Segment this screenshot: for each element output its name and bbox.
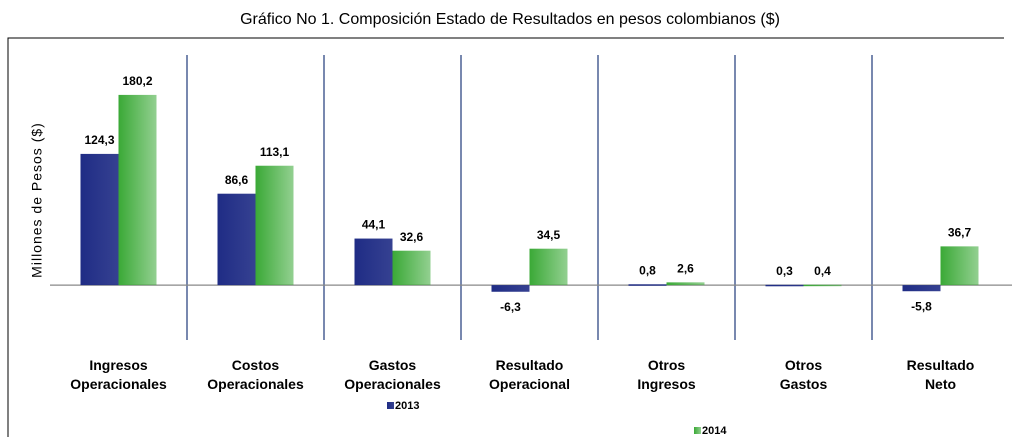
bar <box>765 284 804 287</box>
value-label: 32,6 <box>400 230 424 244</box>
bar <box>392 250 431 286</box>
legend-label: 2014 <box>702 425 727 437</box>
bar <box>529 248 568 286</box>
value-label: 180,2 <box>122 74 152 88</box>
value-label: 113,1 <box>260 145 290 159</box>
bar <box>902 285 941 292</box>
x-tick-label: Resultado Operacional <box>489 357 570 392</box>
bar <box>803 284 842 287</box>
x-tick-label: Otros Gastos <box>779 357 828 392</box>
chart-frame <box>7 37 1004 437</box>
bar <box>491 285 530 292</box>
legend-label: 2013 <box>395 400 419 412</box>
bar <box>118 94 157 286</box>
value-label: -5,8 <box>911 299 932 313</box>
chart-title: Gráfico No 1. Composición Estado de Resu… <box>240 11 780 28</box>
value-label: 0,4 <box>814 264 831 278</box>
legend-swatch <box>694 427 701 434</box>
value-label: 36,7 <box>948 226 972 240</box>
value-label: 34,5 <box>537 228 561 242</box>
x-tick-label: Resultado Neto <box>906 357 975 392</box>
x-tick-label: Ingresos Operacionales <box>70 357 167 392</box>
value-label: 44,1 <box>362 218 386 232</box>
bar <box>80 153 119 286</box>
value-label: 0,8 <box>639 263 656 277</box>
value-label: 124,3 <box>84 133 114 147</box>
bar <box>666 282 705 286</box>
bar <box>940 246 979 286</box>
value-label: 86,6 <box>225 173 249 187</box>
bar <box>217 193 256 286</box>
x-tick-label: Gastos Operacionales <box>344 357 441 392</box>
legend-swatch <box>387 402 394 409</box>
bar <box>255 165 294 286</box>
x-tick-label: Costos Operacionales <box>207 357 304 392</box>
bar <box>354 238 393 286</box>
value-label: -6,3 <box>500 300 521 314</box>
bar <box>628 284 667 286</box>
value-label: 0,3 <box>776 264 793 278</box>
y-axis-label: Millones de Pesos ($) <box>29 122 45 278</box>
x-tick-label: Otros Ingresos <box>637 357 696 392</box>
value-label: 2,6 <box>677 262 694 276</box>
